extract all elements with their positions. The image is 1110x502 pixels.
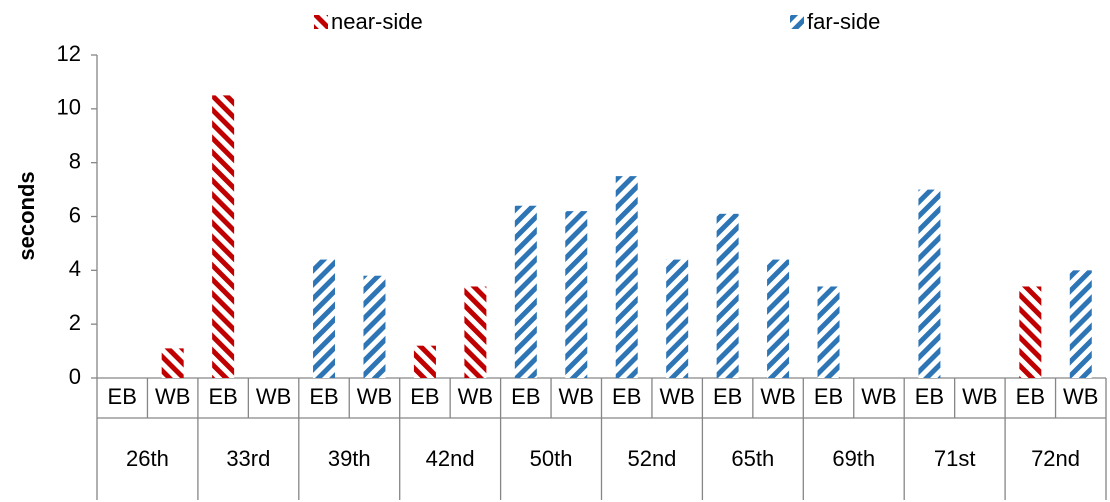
- x-tick-label: EB: [814, 384, 843, 409]
- bar: [1019, 286, 1042, 378]
- bar: [565, 211, 588, 378]
- bar: [918, 189, 941, 378]
- x-tick-label: EB: [915, 384, 944, 409]
- x-tick-label: WB: [559, 384, 594, 409]
- x-tick-label: WB: [256, 384, 291, 409]
- y-tick-label: 6: [69, 202, 81, 227]
- group-label: 50th: [530, 446, 573, 471]
- bar: [212, 95, 235, 378]
- x-tick-label: WB: [1063, 384, 1098, 409]
- x-tick-label: WB: [357, 384, 392, 409]
- bar: [615, 176, 638, 378]
- group-label: 39th: [328, 446, 371, 471]
- y-tick-label: 2: [69, 310, 81, 335]
- x-tick-label: EB: [208, 384, 237, 409]
- bar: [767, 259, 790, 378]
- x-tick-label: EB: [713, 384, 742, 409]
- y-tick-label: 0: [69, 364, 81, 389]
- legend-swatch: [314, 15, 328, 29]
- y-tick-label: 10: [57, 95, 81, 120]
- bar: [363, 275, 386, 378]
- legend-label: near-side: [331, 9, 423, 34]
- group-label: 71st: [934, 446, 976, 471]
- x-tick-label: WB: [962, 384, 997, 409]
- x-tick-label: WB: [659, 384, 694, 409]
- group-label: 65th: [731, 446, 774, 471]
- x-tick-label: WB: [760, 384, 795, 409]
- x-tick-label: WB: [458, 384, 493, 409]
- y-tick-label: 8: [69, 148, 81, 173]
- x-tick-label: WB: [861, 384, 896, 409]
- y-tick-label: 4: [69, 256, 81, 281]
- group-label: 33rd: [226, 446, 270, 471]
- x-tick-label: EB: [410, 384, 439, 409]
- bar: [666, 259, 689, 378]
- bar: [817, 286, 840, 378]
- group-label: 69th: [832, 446, 875, 471]
- x-tick-label: EB: [108, 384, 137, 409]
- bar: [514, 205, 537, 378]
- group-label: 72nd: [1031, 446, 1080, 471]
- y-axis-label: seconds: [14, 171, 39, 260]
- bar: [464, 286, 487, 378]
- bar: [161, 348, 184, 378]
- y-tick-label: 12: [57, 41, 81, 66]
- x-tick-label: EB: [511, 384, 540, 409]
- legend-label: far-side: [807, 9, 880, 34]
- x-tick-label: EB: [1016, 384, 1045, 409]
- group-label: 26th: [126, 446, 169, 471]
- x-tick-label: WB: [155, 384, 190, 409]
- bar: [313, 259, 336, 378]
- group-label: 42nd: [426, 446, 475, 471]
- legend-swatch: [790, 15, 804, 29]
- bar: [413, 345, 436, 378]
- bar: [716, 213, 739, 378]
- x-tick-label: EB: [309, 384, 338, 409]
- x-tick-label: EB: [612, 384, 641, 409]
- bar: [1069, 270, 1092, 378]
- group-label: 52nd: [627, 446, 676, 471]
